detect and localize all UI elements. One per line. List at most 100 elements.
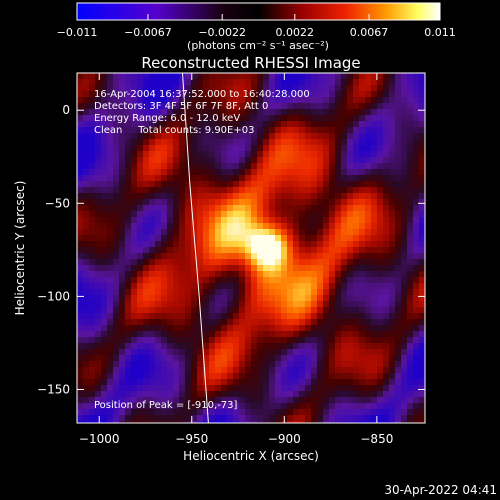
heatmap-cell [143, 217, 150, 224]
heatmap-cell [107, 307, 114, 314]
heatmap-cell [347, 91, 354, 98]
heatmap-cell [299, 253, 306, 260]
heatmap-cell [299, 217, 306, 224]
heatmap-cell [407, 421, 414, 423]
heatmap-cell [95, 277, 102, 284]
heatmap-cell [83, 193, 90, 200]
heatmap-cell [239, 349, 246, 356]
heatmap-cell [329, 361, 336, 368]
heatmap-cell [413, 343, 420, 350]
heatmap-cell [149, 313, 156, 320]
heatmap-cell [101, 295, 108, 302]
heatmap-cell [239, 391, 246, 398]
heatmap-cell [257, 415, 264, 422]
heatmap-cell [359, 361, 366, 368]
heatmap-cell [365, 325, 372, 332]
heatmap-cell [173, 187, 180, 194]
heatmap-cell [269, 73, 276, 80]
heatmap-cell [371, 223, 378, 230]
heatmap-cell [275, 355, 282, 362]
heatmap-cell [407, 403, 414, 410]
heatmap-cell [119, 109, 126, 116]
heatmap-cell [371, 409, 378, 416]
heatmap-cell [407, 139, 414, 146]
heatmap-cell [299, 361, 306, 368]
heatmap-cell [227, 187, 234, 194]
heatmap-cell [107, 169, 114, 176]
heatmap-cell [131, 307, 138, 314]
heatmap-cell [305, 85, 312, 92]
heatmap-cell [197, 121, 204, 128]
heatmap-cell [269, 127, 276, 134]
heatmap-cell [365, 361, 372, 368]
heatmap-cell [413, 139, 420, 146]
heatmap-cell [419, 265, 425, 272]
heatmap-cell [149, 79, 156, 86]
heatmap-cell [221, 181, 228, 188]
heatmap-cell [263, 97, 270, 104]
heatmap-cell [395, 151, 402, 158]
heatmap-cell [179, 349, 186, 356]
heatmap-cell [371, 271, 378, 278]
heatmap-cell [335, 331, 342, 338]
heatmap-cell [83, 271, 90, 278]
heatmap-cell [371, 337, 378, 344]
heatmap-cell [209, 115, 216, 122]
heatmap-cell [239, 379, 246, 386]
heatmap-cell [125, 133, 132, 140]
heatmap-cell [203, 157, 210, 164]
heatmap-cell [137, 415, 144, 422]
heatmap-cell [245, 217, 252, 224]
heatmap-cell [401, 181, 408, 188]
heatmap-cell [287, 97, 294, 104]
heatmap-cell [317, 79, 324, 86]
heatmap-cell [371, 205, 378, 212]
heatmap-cell [119, 133, 126, 140]
heatmap-cell [311, 103, 318, 110]
heatmap-cell [155, 145, 162, 152]
heatmap-cell [335, 277, 342, 284]
heatmap-cell [365, 79, 372, 86]
heatmap-cell [227, 109, 234, 116]
heatmap-cell [395, 121, 402, 128]
heatmap-cell [215, 349, 222, 356]
heatmap-cell [83, 109, 90, 116]
heatmap-cell [77, 247, 84, 254]
heatmap-cell [311, 259, 318, 266]
heatmap-cell [251, 85, 258, 92]
heatmap-cell [143, 367, 150, 374]
heatmap-cell [245, 187, 252, 194]
heatmap-cell [335, 217, 342, 224]
heatmap-cell [251, 187, 258, 194]
heatmap-cell [221, 325, 228, 332]
heatmap-cell [227, 205, 234, 212]
heatmap-cell [257, 211, 264, 218]
heatmap-cell [359, 103, 366, 110]
heatmap-cell [101, 91, 108, 98]
heatmap-cell [257, 181, 264, 188]
heatmap-cell [311, 109, 318, 116]
heatmap-cell [293, 331, 300, 338]
heatmap-cell [143, 397, 150, 404]
heatmap-cell [131, 85, 138, 92]
heatmap-cell [89, 379, 96, 386]
heatmap-cell [251, 97, 258, 104]
heatmap-cell [161, 121, 168, 128]
heatmap-cell [197, 79, 204, 86]
heatmap-cell [263, 121, 270, 128]
heatmap-cell [281, 235, 288, 242]
heatmap-cell [119, 211, 126, 218]
heatmap-cell [215, 157, 222, 164]
heatmap-cell [347, 403, 354, 410]
heatmap-cell [113, 175, 120, 182]
heatmap-cell [377, 121, 384, 128]
heatmap-cell [347, 109, 354, 116]
heatmap-cell [119, 409, 126, 416]
heatmap-cell [221, 259, 228, 266]
heatmap-cell [353, 151, 360, 158]
heatmap-cell [377, 109, 384, 116]
heatmap-cell [257, 331, 264, 338]
heatmap-cell [131, 373, 138, 380]
heatmap-cell [239, 121, 246, 128]
heatmap-cell [269, 241, 276, 248]
